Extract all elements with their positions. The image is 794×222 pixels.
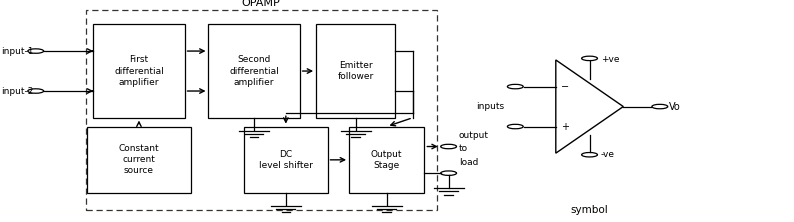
Text: Constant
current
source: Constant current source (118, 144, 160, 175)
Text: inputs: inputs (476, 102, 504, 111)
Text: Output
Stage: Output Stage (371, 150, 403, 170)
Text: input-1: input-1 (2, 47, 34, 56)
Bar (349, 127, 424, 193)
Text: +ve: +ve (600, 55, 619, 63)
Text: load: load (459, 158, 478, 166)
Text: input-2: input-2 (2, 87, 34, 95)
Text: symbol: symbol (571, 205, 608, 215)
Text: +: + (561, 121, 569, 132)
Text: First
differential
amplifier: First differential amplifier (114, 56, 164, 87)
Text: Emitter
follower: Emitter follower (337, 61, 374, 81)
Text: DC
level shifter: DC level shifter (259, 150, 313, 170)
Bar (87, 127, 191, 193)
Bar (94, 24, 184, 118)
Bar (86, 10, 437, 210)
Text: to: to (459, 144, 468, 153)
Bar (245, 127, 327, 193)
Bar (208, 24, 300, 118)
Text: −: − (561, 81, 569, 92)
Text: Vo: Vo (669, 101, 681, 112)
Bar (316, 24, 395, 118)
Text: OPAMP: OPAMP (242, 0, 280, 8)
Text: -ve: -ve (600, 150, 615, 159)
Text: output: output (459, 131, 489, 140)
Text: Second
differential
amplifier: Second differential amplifier (229, 56, 279, 87)
